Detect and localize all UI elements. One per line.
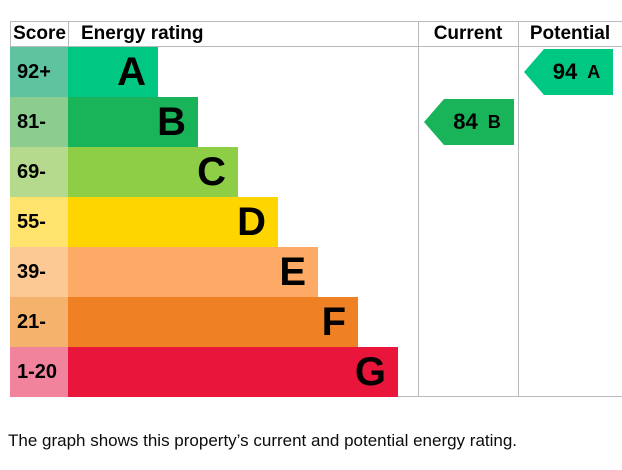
band-bar-f: F <box>68 297 358 347</box>
header-score: Score <box>10 22 68 46</box>
chart-caption: The graph shows this property’s current … <box>8 431 518 450</box>
current-column-divider <box>418 21 419 397</box>
score-cell-d: 55-68 <box>10 197 68 283</box>
header-bottom-border <box>10 46 622 47</box>
chart-header-row: Score Energy rating Current Potential <box>10 22 622 46</box>
score-cell-g: 1-20 <box>10 347 68 397</box>
band-letter-c: C <box>197 150 226 194</box>
band-letter-e: E <box>279 250 306 294</box>
header-energy-rating: Energy rating <box>68 22 418 46</box>
band-rows: 92+ A 81-91 B 69-80 C 55-68 D 39-54 E 21… <box>10 47 622 397</box>
score-cell-e: 39-54 <box>10 247 68 333</box>
band-letter-b: B <box>157 100 186 144</box>
band-letter-f: F <box>321 300 346 344</box>
band-bar-a: A <box>68 47 158 97</box>
score-cell-a: 92+ <box>10 47 68 97</box>
band-bar-g: G <box>68 347 398 397</box>
potential-column-divider <box>518 21 519 397</box>
score-cell-f: 21-38 <box>10 297 68 383</box>
band-row-a: 92+ A <box>10 47 622 97</box>
chart-top-border <box>10 21 622 22</box>
score-cell-c: 69-80 <box>10 147 68 233</box>
band-bar-c: C <box>68 147 238 197</box>
current-rating-marker: 84 B <box>424 99 514 145</box>
potential-rating-score: 94 <box>552 59 578 84</box>
header-potential: Potential <box>529 23 611 44</box>
band-row-f: 21-38 F <box>10 297 622 383</box>
current-rating-score: 84 <box>453 109 478 134</box>
band-row-c: 69-80 C <box>10 147 622 233</box>
band-row-g: 1-20 G <box>10 347 622 397</box>
header-current: Current <box>433 23 503 44</box>
band-bar-b: B <box>68 97 198 147</box>
band-bar-d: D <box>68 197 278 247</box>
current-rating-band: B <box>487 111 501 132</box>
band-row-b: 81-91 B <box>10 97 622 183</box>
score-cell-b: 81-91 <box>10 97 68 183</box>
band-bar-e: E <box>68 247 318 297</box>
potential-rating-marker: 94 A <box>524 49 613 95</box>
band-letter-g: G <box>354 350 386 394</box>
potential-rating-band: A <box>587 61 601 82</box>
band-letter-d: D <box>237 200 266 244</box>
band-row-d: 55-68 D <box>10 197 622 283</box>
band-row-e: 39-54 E <box>10 247 622 333</box>
epc-chart: Score Energy rating Current Potential 92… <box>10 21 622 397</box>
band-letter-a: A <box>117 50 146 94</box>
